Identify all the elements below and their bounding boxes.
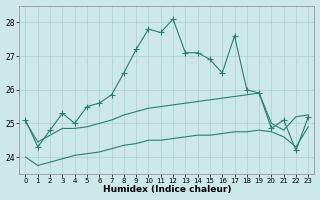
X-axis label: Humidex (Indice chaleur): Humidex (Indice chaleur) [103,185,231,194]
